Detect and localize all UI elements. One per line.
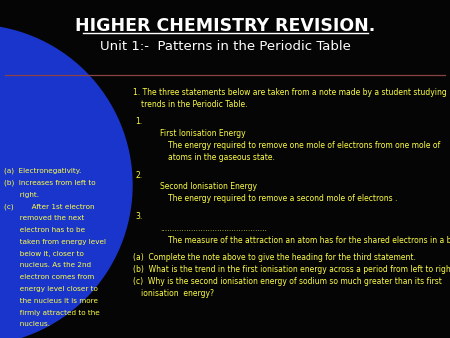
Text: .............................................: ........................................… — [160, 224, 267, 233]
Text: right.: right. — [4, 192, 39, 198]
Text: 2.: 2. — [135, 171, 142, 179]
Text: The energy required to remove one mole of electrons from one mole of: The energy required to remove one mole o… — [168, 141, 440, 150]
Text: HIGHER CHEMISTRY REVISION.: HIGHER CHEMISTRY REVISION. — [75, 17, 375, 35]
Text: (a)  Complete the note above to give the heading for the third statement.: (a) Complete the note above to give the … — [133, 253, 416, 262]
Text: (c)        After 1st electron: (c) After 1st electron — [4, 203, 94, 210]
Text: Second Ionisation Energy: Second Ionisation Energy — [160, 183, 257, 191]
Text: 1. The three statements below are taken from a note made by a student studying: 1. The three statements below are taken … — [133, 88, 447, 97]
Text: nucleus.: nucleus. — [4, 321, 50, 328]
Text: 1.: 1. — [135, 118, 142, 126]
Text: removed the next: removed the next — [4, 215, 84, 221]
Text: Unit 1:-  Patterns in the Periodic Table: Unit 1:- Patterns in the Periodic Table — [99, 40, 351, 53]
Text: (c)  Why is the second ionisation energy of sodium so much greater than its firs: (c) Why is the second ionisation energy … — [133, 277, 442, 286]
Text: electron comes from: electron comes from — [4, 274, 94, 280]
Text: First Ionisation Energy: First Ionisation Energy — [160, 129, 246, 138]
Text: 3.: 3. — [135, 212, 142, 221]
Text: electron has to be: electron has to be — [4, 227, 85, 233]
Text: atoms in the gaseous state.: atoms in the gaseous state. — [168, 153, 275, 162]
Text: (b)  Increases from left to: (b) Increases from left to — [4, 180, 95, 186]
Text: nucleus. As the 2nd: nucleus. As the 2nd — [4, 262, 91, 268]
Text: ionisation  energy?: ionisation energy? — [141, 289, 214, 297]
Text: trends in the Periodic Table.: trends in the Periodic Table. — [141, 100, 248, 109]
Text: below it, closer to: below it, closer to — [4, 250, 84, 257]
Circle shape — [0, 25, 132, 338]
Text: (b)  What is the trend in the first ionisation energy across a period from left : (b) What is the trend in the first ionis… — [133, 265, 450, 274]
Text: the nucleus it is more: the nucleus it is more — [4, 298, 98, 304]
Text: (a)  Electronegativity.: (a) Electronegativity. — [4, 168, 81, 174]
Text: The energy required to remove a second mole of electrons .: The energy required to remove a second m… — [168, 194, 397, 203]
Text: The measure of the attraction an atom has for the shared electrons in a bond.: The measure of the attraction an atom ha… — [168, 236, 450, 244]
Text: firmly attracted to the: firmly attracted to the — [4, 310, 100, 316]
Text: energy level closer to: energy level closer to — [4, 286, 98, 292]
Text: taken from energy level: taken from energy level — [4, 239, 106, 245]
